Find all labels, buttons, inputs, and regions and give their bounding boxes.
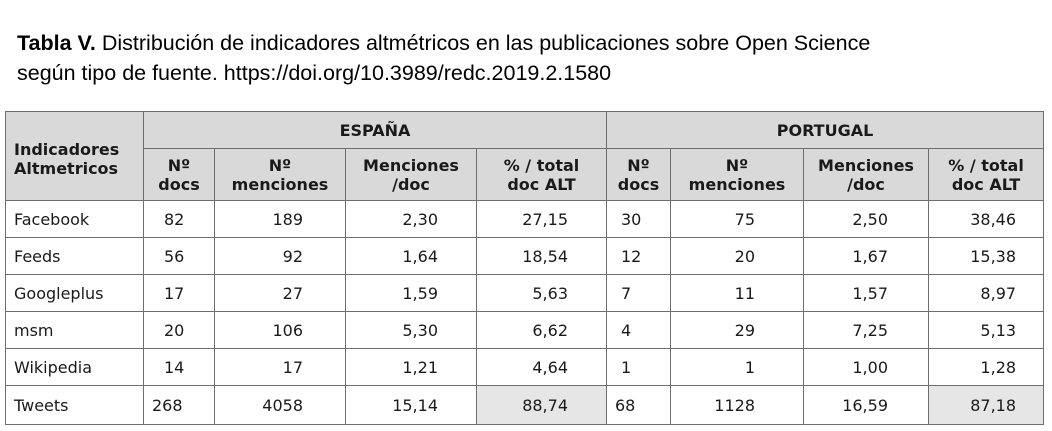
- pt-menciones-cell: 75: [670, 200, 804, 238]
- es-pct-cell: 18,54: [476, 237, 607, 275]
- pt-per-doc-cell: 16,59: [803, 385, 929, 425]
- table-row: Wikipedia 14 17 1,21 4,64 1 1 1,00 1,28: [5, 348, 1045, 386]
- pt-pct-cell: 15,38: [927, 237, 1045, 275]
- row-header-indicadores: Indicadores Altmetricos: [5, 111, 144, 201]
- table-row: msm 20 106 5,30 6,62 4 29 7,25 5,13: [5, 311, 1045, 349]
- es-pct-cell: 4,64: [476, 348, 607, 386]
- table-row: Facebook 82 189 2,30 27,15 30 75 2,50 38…: [5, 200, 1045, 238]
- es-menciones-cell: 189: [214, 200, 346, 238]
- table-caption: Tabla V. Distribución de indicadores alt…: [17, 28, 1027, 88]
- pt-per-doc-cell: 1,67: [803, 237, 929, 275]
- es-pct-cell: 6,62: [476, 311, 607, 349]
- es-per-doc-cell: 5,30: [345, 311, 477, 349]
- row-label: Googleplus: [5, 274, 144, 312]
- es-pct-cell: 27,15: [476, 200, 607, 238]
- table-row: Feeds 56 92 1,64 18,54 12 20 1,67 15,38: [5, 237, 1045, 275]
- es-pct-cell-highlighted: 88,74: [476, 385, 607, 425]
- row-label: Feeds: [5, 237, 144, 275]
- caption-line-1: Tabla V. Distribución de indicadores alt…: [17, 28, 1027, 58]
- altmetrics-table: Indicadores Altmetricos ESPAÑA PORTUGAL …: [5, 111, 1045, 425]
- table-header: Indicadores Altmetricos ESPAÑA PORTUGAL …: [5, 111, 1045, 201]
- es-pct-cell: 5,63: [476, 274, 607, 312]
- es-menciones-cell: 106: [214, 311, 346, 349]
- col-header-es-docs: Nº docs: [143, 148, 215, 201]
- pt-per-doc-cell: 1,00: [803, 348, 929, 386]
- pt-docs-cell: 7: [606, 274, 671, 312]
- pt-menciones-cell: 1128: [670, 385, 804, 425]
- col-header-es-per-doc: Menciones/doc: [345, 148, 477, 201]
- row-label: Tweets: [5, 385, 144, 425]
- caption-label: Tabla V.: [17, 31, 96, 55]
- group-header-espana: ESPAÑA: [143, 111, 607, 149]
- caption-text-1: Distribución de indicadores altmétricos …: [101, 31, 871, 55]
- col-header-pt-per-doc: Menciones/doc: [803, 148, 929, 201]
- row-label: Facebook: [5, 200, 144, 238]
- header-row-columns: Nº docs Nº menciones Menciones/doc % / tot…: [6, 148, 1045, 201]
- group-header-portugal: PORTUGAL: [605, 111, 1045, 149]
- pt-menciones-cell: 1: [670, 348, 804, 386]
- table-body: Facebook 82 189 2,30 27,15 30 75 2,50 38…: [5, 200, 1045, 425]
- pt-per-doc-cell: 1,57: [803, 274, 929, 312]
- pt-pct-cell: 1,28: [927, 348, 1045, 386]
- pt-pct-cell: 5,13: [927, 311, 1045, 349]
- es-docs-cell: 17: [143, 274, 215, 312]
- pt-docs-cell: 30: [606, 200, 671, 238]
- pt-docs-cell: 12: [606, 237, 671, 275]
- table-row: Googleplus 17 27 1,59 5,63 7 11 1,57 8,9…: [5, 274, 1045, 312]
- header-row-groups: Indicadores Altmetricos ESPAÑA PORTUGAL: [5, 111, 1045, 201]
- pt-menciones-cell: 29: [670, 311, 804, 349]
- pt-docs-cell: 1: [606, 348, 671, 386]
- col-header-pt-menciones: Nº menciones: [670, 148, 804, 201]
- table-row: Tweets 268 4058 15,14 88,74 68 1128 16,5…: [5, 385, 1045, 425]
- es-menciones-cell: 4058: [214, 385, 346, 425]
- row-label: Wikipedia: [5, 348, 144, 386]
- es-per-doc-cell: 15,14: [345, 385, 477, 425]
- es-docs-cell: 20: [143, 311, 215, 349]
- es-per-doc-cell: 2,30: [345, 200, 477, 238]
- pt-pct-cell: 8,97: [927, 274, 1045, 312]
- row-label: msm: [5, 311, 144, 349]
- pt-menciones-cell: 11: [670, 274, 804, 312]
- es-per-doc-cell: 1,64: [345, 237, 477, 275]
- es-docs-cell: 14: [143, 348, 215, 386]
- col-header-es-menciones: Nº menciones: [214, 148, 346, 201]
- es-menciones-cell: 92: [214, 237, 346, 275]
- es-menciones-cell: 27: [214, 274, 346, 312]
- pt-per-doc-cell: 7,25: [803, 311, 929, 349]
- es-docs-cell: 56: [143, 237, 215, 275]
- es-docs-cell: 82: [143, 200, 215, 238]
- es-menciones-cell: 17: [214, 348, 346, 386]
- pt-docs-cell: 68: [606, 385, 671, 425]
- col-header-pt-docs: Nº docs: [606, 148, 671, 201]
- pt-pct-cell-highlighted: 87,18: [927, 385, 1045, 425]
- caption-line-2: según tipo de fuente. https://doi.org/10…: [17, 61, 612, 85]
- pt-docs-cell: 4: [606, 311, 671, 349]
- pt-per-doc-cell: 2,50: [803, 200, 929, 238]
- col-header-es-pct: % / total doc ALT: [476, 148, 607, 201]
- pt-pct-cell: 38,46: [927, 200, 1045, 238]
- es-per-doc-cell: 1,21: [345, 348, 477, 386]
- es-per-doc-cell: 1,59: [345, 274, 477, 312]
- col-header-pt-pct: % / total doc ALT: [927, 148, 1045, 201]
- pt-menciones-cell: 20: [670, 237, 804, 275]
- es-docs-cell: 268: [143, 385, 215, 425]
